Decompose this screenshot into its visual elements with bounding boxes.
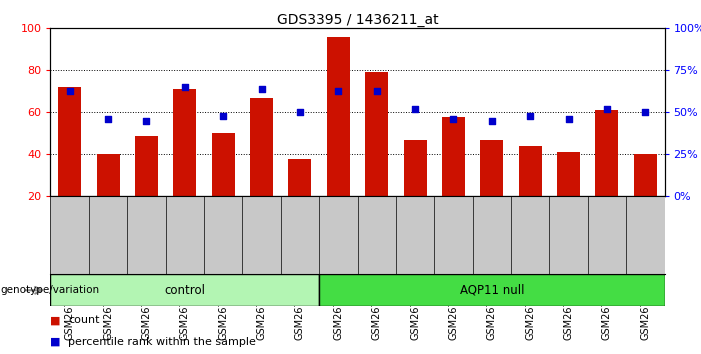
Bar <box>634 154 657 196</box>
Text: ■: ■ <box>50 315 61 325</box>
Point <box>256 86 267 92</box>
Bar <box>288 159 311 196</box>
Point <box>102 116 114 122</box>
Bar <box>557 152 580 196</box>
Title: GDS3395 / 1436211_at: GDS3395 / 1436211_at <box>277 13 438 27</box>
Text: ■: ■ <box>50 337 61 347</box>
Text: AQP11 null: AQP11 null <box>460 284 524 297</box>
Bar <box>212 133 235 196</box>
Point <box>601 106 613 112</box>
Bar <box>319 274 665 306</box>
Bar <box>173 89 196 196</box>
Point <box>294 110 306 115</box>
Point <box>141 118 152 124</box>
Bar <box>250 98 273 196</box>
Point <box>179 84 191 90</box>
Point <box>524 113 536 119</box>
Bar <box>480 140 503 196</box>
Bar <box>365 73 388 196</box>
Point <box>409 106 421 112</box>
Point <box>448 116 459 122</box>
Text: percentile rank within the sample: percentile rank within the sample <box>68 337 256 347</box>
Point <box>563 116 574 122</box>
Point <box>640 110 651 115</box>
Text: count: count <box>68 315 100 325</box>
Point <box>333 88 344 93</box>
Bar <box>404 140 427 196</box>
Text: control: control <box>164 284 205 297</box>
Text: genotype/variation: genotype/variation <box>1 285 100 295</box>
Bar <box>327 37 350 196</box>
Bar <box>519 146 542 196</box>
Bar <box>58 87 81 196</box>
Point <box>486 118 498 124</box>
Bar <box>135 136 158 196</box>
Point <box>371 88 382 93</box>
Bar <box>50 274 319 306</box>
Point <box>217 113 229 119</box>
Bar <box>442 116 465 196</box>
Point <box>64 88 75 93</box>
Bar <box>97 154 120 196</box>
Bar <box>595 110 618 196</box>
